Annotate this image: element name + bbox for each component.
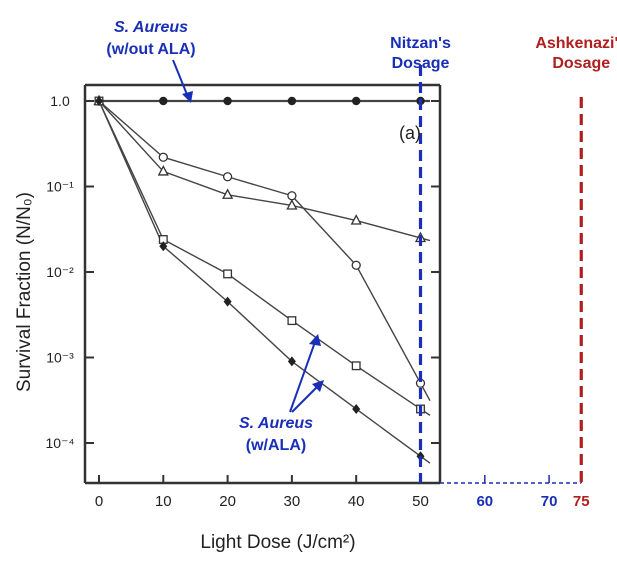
series-lines (99, 101, 430, 463)
annotation-with-ala-subtitle: (w/ALA) (246, 437, 306, 454)
x-axis: 0 10 20 30 40 50 60 70 75 (95, 475, 590, 510)
x-tick-label: 20 (219, 493, 236, 510)
x-tick-label: 50 (412, 493, 429, 510)
x-tick-label: 0 (95, 493, 103, 510)
data-point (352, 404, 360, 414)
data-point (288, 192, 296, 200)
nitzan-dosage-label: Nitzan'sDosage (390, 35, 451, 72)
y-tick-label: 1.0 (50, 93, 70, 109)
y-tick-label: 10⁻⁴ (46, 435, 75, 451)
y-tick-label: 10⁻² (46, 264, 74, 280)
annotation-with-ala-title: S. Aureus (239, 415, 313, 432)
annotation-arrow (292, 386, 318, 412)
series-line (99, 101, 430, 401)
annotation-arrow (173, 60, 188, 97)
data-point (224, 173, 232, 181)
x-tick-label-extended: 70 (541, 493, 558, 510)
y-tick-label: 10⁻³ (46, 350, 74, 366)
series-line (99, 101, 430, 241)
annotation-without-ala-title: S. Aureus (114, 19, 188, 36)
ashkenazi-dosage-label: Ashkenazi'sDosage (535, 35, 617, 72)
annotation-arrowhead (309, 334, 321, 346)
y-tick-label: 10⁻¹ (46, 179, 74, 195)
data-point (159, 153, 167, 161)
x-tick-label: 40 (348, 493, 365, 510)
data-point (352, 362, 360, 370)
annotation-without-ala-subtitle: (w/out ALA) (106, 41, 195, 58)
data-point (159, 97, 167, 105)
plot-frame (85, 85, 581, 483)
series-line (99, 101, 430, 415)
x-tick-label-extended: 60 (476, 493, 493, 510)
x-axis-label: Light Dose (J/cm²) (200, 532, 355, 553)
y-axis: 1.0 10⁻¹ 10⁻² 10⁻³ 10⁻⁴ (46, 93, 440, 451)
data-point (288, 97, 296, 105)
data-point (223, 97, 231, 105)
x-tick-label: 30 (284, 493, 301, 510)
data-point (352, 97, 360, 105)
data-point (288, 317, 296, 325)
data-point (224, 270, 232, 278)
panel-label: (a) (399, 123, 421, 143)
x-tick-label: 10 (155, 493, 172, 510)
y-axis-label: Survival Fraction (N/N₀) (14, 192, 35, 392)
x-tick-label-extended: 75 (573, 493, 590, 510)
data-point (352, 261, 360, 269)
